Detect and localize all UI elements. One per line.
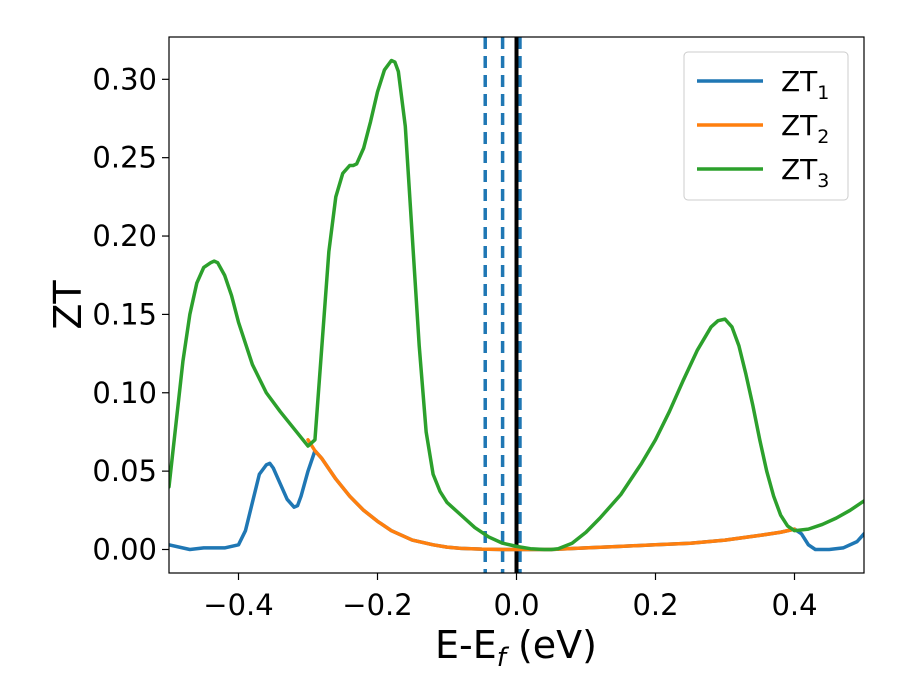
y-axis-ticks: 0.00 0.05 0.10 0.15 0.20 0.25 0.30: [92, 62, 169, 566]
x-axis-ticks: −0.4 −0.2 0.0 0.2 0.4: [203, 573, 818, 622]
series-lines: [169, 58, 864, 552]
series-line-3: [169, 58, 864, 552]
x-tick-label: −0.4: [203, 588, 273, 622]
legend-box: [683, 51, 849, 201]
x-axis-title-main: E-E: [435, 623, 497, 667]
y-tick-label: 0.30: [92, 62, 157, 96]
y-tick-label: 0.00: [92, 532, 157, 566]
legend: ZT1 ZT2 ZT3: [683, 51, 849, 201]
x-tick-label: 0.2: [632, 588, 678, 622]
y-tick-label: 0.25: [92, 141, 157, 175]
series-line-2: [306, 438, 797, 552]
x-tick-label: −0.2: [342, 588, 412, 622]
y-tick-label: 0.20: [92, 219, 157, 253]
x-axis-title-unit: (eV): [506, 623, 597, 667]
legend-label-3: ZT3: [781, 153, 829, 192]
y-axis-title: ZT: [46, 280, 90, 330]
legend-label-2: ZT2: [781, 109, 829, 148]
x-tick-label: 0.4: [771, 588, 817, 622]
x-tick-label: 0.0: [493, 588, 539, 622]
y-tick-label: 0.15: [92, 297, 157, 331]
reference-lines: [483, 37, 522, 573]
legend-label-1: ZT1: [781, 65, 829, 104]
y-tick-label: 0.10: [92, 376, 157, 410]
y-tick-label: 0.05: [92, 454, 157, 488]
x-axis-title: E-Ef (eV): [435, 623, 597, 673]
